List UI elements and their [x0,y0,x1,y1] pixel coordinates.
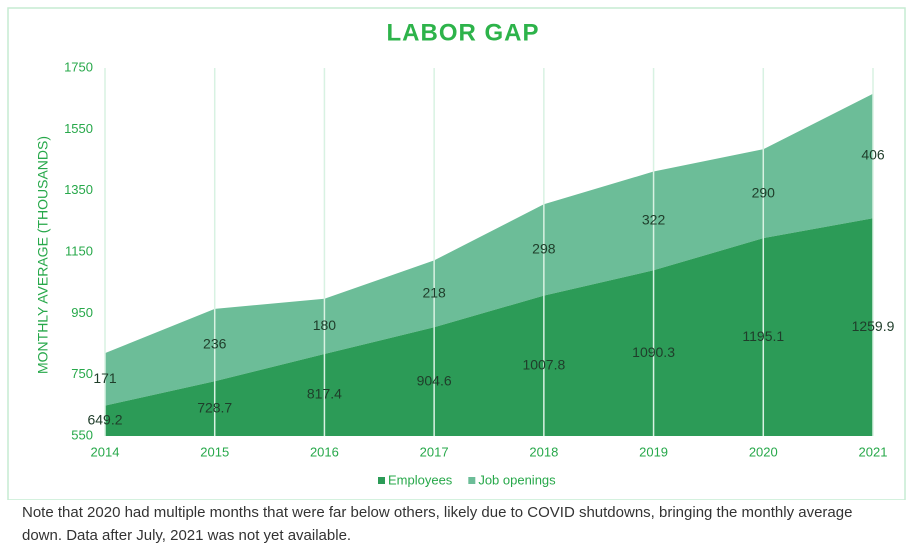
data-label: 236 [203,336,227,352]
y-tick-label: 1150 [65,243,93,258]
chart-frame [7,7,906,500]
legend-swatch [378,477,385,484]
data-label: 180 [313,317,337,333]
legend-swatch [468,477,476,484]
x-tick-label: 2018 [529,444,558,459]
data-label: 817.4 [307,386,342,402]
y-tick-label: 1350 [64,182,93,197]
x-tick-label: 2016 [310,444,339,459]
y-tick-label: 1550 [64,121,93,136]
x-tick-label: 2019 [639,444,668,459]
data-label: 1090.3 [632,344,675,360]
area [105,93,873,406]
y-tick-label: 1750 [64,59,93,74]
y-axis-title: MONTHLY AVERAGE (THOUSANDS) [35,136,51,374]
data-label: 322 [642,212,666,228]
chart: LABOR GAP MONTHLY AVERAGE (THOUSANDS) 55… [7,7,906,500]
data-label: 298 [532,241,556,257]
legend-label: Job openings [478,472,556,487]
data-label: 904.6 [417,372,452,388]
area [105,218,873,436]
data-label: 171 [93,370,117,386]
x-tick-label: 2021 [859,444,888,459]
x-tick-label: 2014 [91,444,120,459]
note: Note that 2020 had multiple months that … [22,504,853,544]
legend: Employees Job openings [378,472,556,487]
x-tick-label: 2017 [420,444,449,459]
data-label: 1259.9 [852,318,895,334]
y-tick-label: 950 [71,305,93,320]
data-label: 1195.1 [742,328,784,344]
x-tick-label: 2015 [200,444,229,459]
x-tick-label: 2020 [749,444,778,459]
chart-title: LABOR GAP [387,19,540,46]
data-label: 406 [861,147,885,163]
data-label: 1007.8 [522,357,565,373]
data-label: 290 [752,184,776,200]
legend-label: Employees [388,472,453,487]
y-tick-label: 550 [71,427,93,442]
data-label: 728.7 [197,399,232,415]
data-label: 649.2 [87,411,122,427]
y-tick-label: 750 [71,366,93,381]
data-label: 218 [422,285,446,301]
